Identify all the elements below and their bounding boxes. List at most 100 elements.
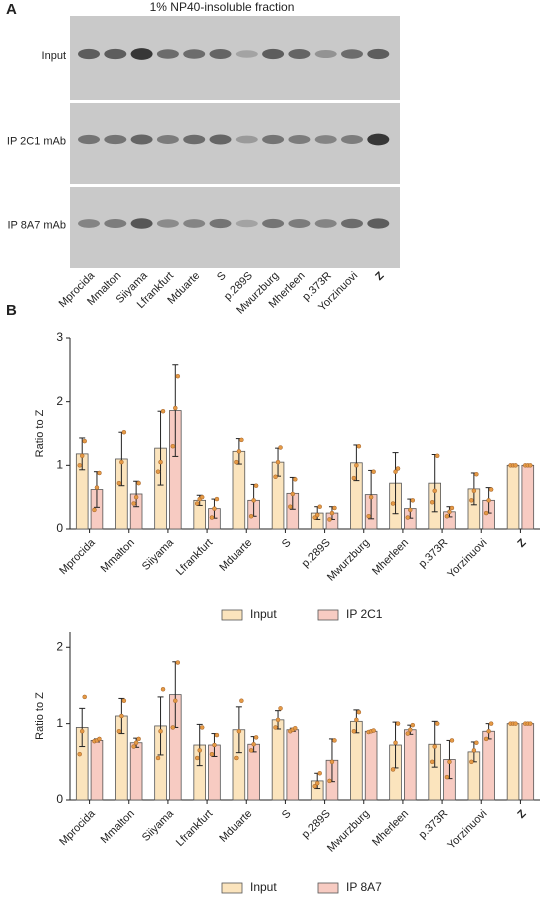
- data-point: [194, 501, 200, 506]
- band: [183, 134, 206, 145]
- data-point: [209, 515, 215, 520]
- data-point: [429, 500, 435, 505]
- band: [235, 135, 258, 144]
- data-point: [293, 725, 298, 731]
- x-tick-label: Lfrankfurt: [174, 808, 215, 849]
- data-point: [155, 755, 161, 761]
- legend-swatch: [221, 882, 243, 894]
- x-tick-label: p.373R: [417, 537, 451, 571]
- x-tick-label: Yorzinuovi: [445, 808, 489, 852]
- y-tick-label: 2: [56, 394, 63, 408]
- bar: [286, 729, 300, 801]
- band: [288, 49, 311, 59]
- data-point: [486, 498, 491, 503]
- band: [341, 135, 363, 144]
- data-point: [97, 736, 102, 742]
- data-point: [131, 744, 136, 749]
- x-tick-label: Mherleen: [370, 537, 411, 578]
- x-tick-label: Mprocida: [57, 536, 98, 577]
- blot-panel: [70, 16, 400, 100]
- data-point: [444, 774, 450, 780]
- data-point: [429, 759, 435, 765]
- data-point: [290, 491, 296, 497]
- x-tick-label: Mprocida: [57, 807, 98, 848]
- row-label: Input: [42, 50, 66, 62]
- data-point: [79, 729, 85, 734]
- data-point: [483, 736, 489, 742]
- legend-label: IP 2C1: [346, 607, 383, 621]
- data-point: [175, 660, 181, 665]
- data-point: [368, 494, 374, 500]
- data-point: [234, 755, 239, 761]
- error-bar: [196, 723, 203, 767]
- data-point: [160, 408, 166, 414]
- x-tick-label: p.373R: [417, 808, 451, 842]
- legend-label: Input: [250, 880, 277, 894]
- band: [209, 134, 232, 145]
- data-point: [354, 463, 359, 468]
- data-point: [332, 505, 337, 511]
- band: [183, 49, 206, 59]
- data-point: [432, 744, 437, 749]
- data-point: [329, 510, 335, 516]
- data-point: [393, 469, 398, 474]
- y-axis-label: Ratio to Z: [34, 409, 46, 457]
- data-point: [155, 469, 161, 474]
- band: [235, 219, 258, 228]
- data-point: [194, 755, 200, 761]
- data-point: [77, 463, 82, 468]
- data-point: [119, 459, 124, 465]
- data-point: [393, 740, 398, 745]
- bar: [482, 730, 495, 801]
- band: [130, 48, 153, 60]
- band: [104, 48, 127, 60]
- data-point: [432, 488, 437, 494]
- data-point: [471, 488, 477, 494]
- data-point: [97, 470, 102, 476]
- data-point: [293, 477, 298, 482]
- band: [130, 134, 153, 145]
- band: [341, 218, 363, 229]
- data-point: [158, 729, 163, 734]
- bar: [506, 464, 520, 530]
- x-tick-label: S: [280, 537, 294, 551]
- data-point: [121, 429, 127, 435]
- data-point: [447, 759, 452, 765]
- band: [235, 50, 258, 58]
- data-point: [170, 725, 176, 730]
- data-point: [175, 373, 181, 379]
- data-point: [251, 498, 256, 503]
- x-tick-label: Z: [515, 537, 528, 550]
- data-point: [332, 738, 337, 743]
- band: [367, 133, 390, 146]
- data-point: [390, 501, 396, 506]
- data-point: [351, 475, 357, 481]
- data-point: [116, 480, 122, 486]
- x-tick-label: Mduarte: [217, 537, 254, 574]
- data-point: [390, 767, 396, 772]
- data-point: [251, 742, 256, 747]
- data-point: [133, 740, 139, 745]
- data-point: [327, 778, 332, 784]
- blot-title: 1% NP40-insoluble fraction: [150, 0, 295, 14]
- band: [78, 219, 100, 228]
- data-point: [248, 514, 254, 519]
- row-label: IP 2C1 mAb: [7, 135, 66, 147]
- band: [78, 134, 100, 145]
- bar: [247, 743, 260, 801]
- data-point: [356, 709, 362, 715]
- x-tick-label: Siiyama: [140, 807, 177, 844]
- data-point: [236, 449, 242, 454]
- data-point: [317, 504, 322, 509]
- data-point: [160, 687, 166, 692]
- x-tick-label: Mmalton: [99, 808, 137, 846]
- y-axis-label: Ratio to Z: [34, 692, 46, 740]
- data-point: [410, 722, 416, 728]
- error-bar: [172, 364, 179, 457]
- bar: [364, 730, 378, 801]
- data-point: [278, 706, 283, 711]
- bar: [404, 729, 417, 801]
- data-point: [327, 517, 332, 522]
- x-tick-label: Lfrankfurt: [174, 537, 215, 578]
